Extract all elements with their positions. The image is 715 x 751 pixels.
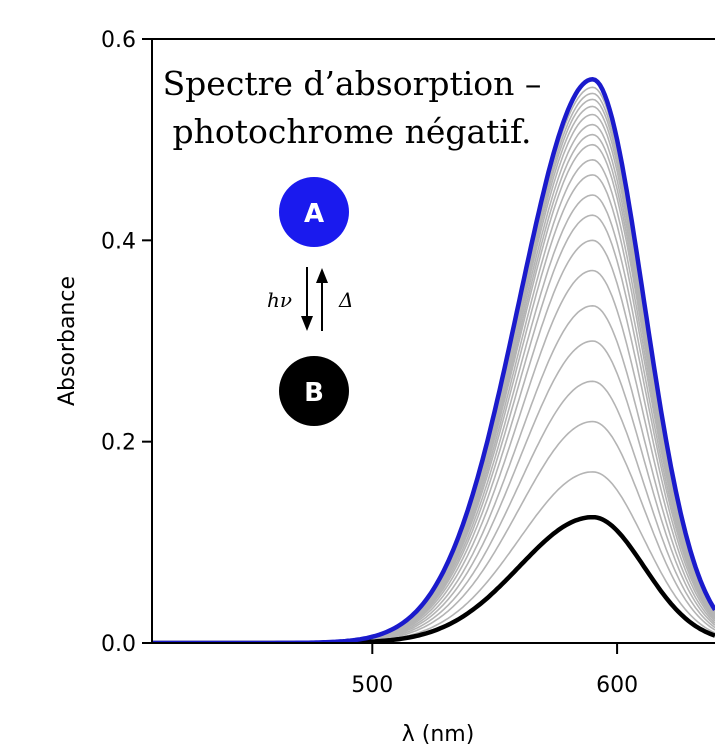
intermediate-spectrum-line [152,340,715,643]
x-axis-ticks: 500 600 [351,643,638,698]
intermediate-spectrum-line [152,86,715,643]
intermediate-spectrum-line [152,158,715,643]
photochromism-scheme: A hν Δ B [267,177,353,426]
forward-label: hν [267,288,292,312]
x-axis-title: λ (nm) [402,722,475,747]
up-arrow-icon [316,268,328,283]
series-layer [152,77,715,643]
intermediate-spectrum-line [152,304,715,643]
y-tick-label: 0.2 [101,431,136,456]
chart-title-line-2: photochrome négatif. [173,112,532,151]
intermediate-spectrum-line [152,174,715,643]
final-spectrum-line [152,514,715,643]
x-tick-label: 500 [351,673,393,698]
y-tick-label: 0.0 [101,632,136,657]
intermediate-spectrum-line [152,214,715,643]
intermediate-spectrum-line [152,239,715,643]
chart-title-line-1: Spectre d’absorption – [163,64,542,103]
intermediate-spectrum-line [152,194,715,643]
intermediate-spectrum-line [152,98,715,643]
state-b-letter: B [304,378,324,408]
state-a-badge [279,177,349,247]
y-tick-label: 0.6 [101,28,136,53]
reverse-label: Δ [338,288,353,312]
intermediate-spectrum-line [152,105,715,643]
state-b-badge [279,356,349,426]
intermediate-spectrum-line [152,471,715,643]
y-axis-title: Absorbance [55,276,80,406]
intermediate-spectrum-line [152,380,715,643]
down-arrow-icon [301,316,313,331]
y-axis-ticks: 0.0 0.2 0.4 0.6 [101,28,152,657]
y-tick-label: 0.4 [101,229,136,254]
initial-spectrum-line [152,77,715,643]
intermediate-spectrum-line [152,113,715,643]
intermediate-spectrum-line [152,420,715,643]
x-tick-label: 600 [596,673,638,698]
intermediate-spectrum-line [152,92,715,643]
state-a-letter: A [304,199,324,229]
intermediate-spectrum-line [152,269,715,643]
